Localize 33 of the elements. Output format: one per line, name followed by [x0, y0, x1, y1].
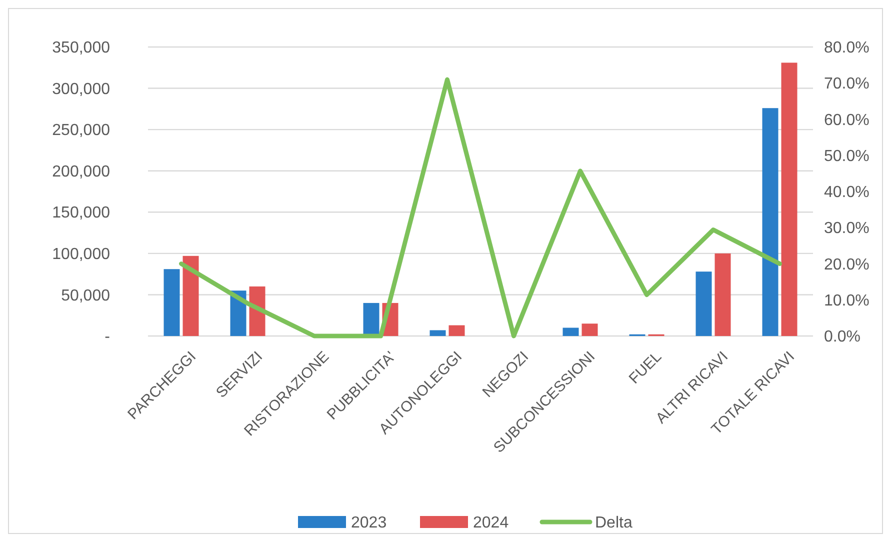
y-tick-label: 50,000	[61, 287, 110, 304]
legend-label: 2023	[351, 514, 387, 532]
line-series	[179, 77, 782, 338]
y-tick-label: 100,000	[52, 246, 110, 264]
y-tick-label: 350,000	[52, 40, 110, 57]
y-tick-label: 200,000	[52, 163, 110, 180]
y2-tick-label: 60.0%	[824, 112, 870, 129]
legend-label: 2024	[473, 514, 509, 532]
y-tick-label: 300,000	[52, 80, 110, 98]
bar	[182, 256, 199, 336]
bar	[762, 108, 778, 336]
bar	[363, 302, 380, 336]
bar	[714, 253, 731, 336]
bar	[164, 269, 180, 336]
y2-tick-label: 20.0%	[824, 256, 870, 274]
y2-tick-label: 10.0%	[824, 292, 870, 310]
y2-tick-label: 40.0%	[824, 184, 870, 202]
y2-tick-label: 70.0%	[824, 76, 870, 93]
bar	[781, 62, 798, 336]
legend-label: Delta	[595, 514, 632, 532]
y-tick-label: -	[104, 328, 110, 346]
bar	[430, 330, 446, 336]
y2-tick-label: 50.0%	[824, 148, 870, 165]
bar	[249, 286, 266, 336]
bar	[562, 328, 579, 336]
bar	[582, 324, 598, 336]
y-tick-label: 250,000	[52, 122, 110, 140]
bar	[448, 325, 465, 336]
y2-tick-label: 80.0%	[824, 40, 870, 57]
y2-tick-label: 0.0%	[824, 328, 860, 346]
bar	[696, 272, 712, 336]
y-tick-label: 150,000	[52, 204, 110, 222]
y2-tick-label: 30.0%	[824, 220, 870, 238]
